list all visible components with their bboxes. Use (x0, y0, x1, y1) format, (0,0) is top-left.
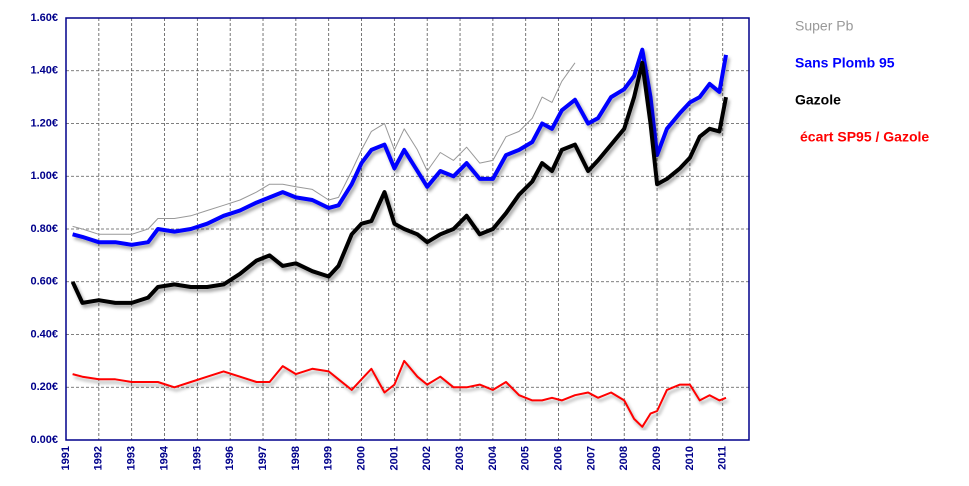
x-tick-label: 2010 (684, 446, 696, 470)
y-tick-label: 0.40€ (30, 328, 58, 340)
y-tick-label: 0.60€ (30, 276, 58, 288)
y-tick-label: 0.20€ (30, 381, 58, 393)
y-tick-label: 1.40€ (30, 65, 58, 77)
x-tick-label: 1993 (126, 446, 138, 470)
x-tick-label: 2006 (552, 446, 564, 470)
x-tick-label: 2009 (651, 446, 663, 470)
series-line (72, 47, 728, 247)
y-tick-label: 1.60€ (30, 12, 58, 24)
x-tick-label: 1995 (191, 446, 203, 470)
x-tick-label: 2004 (487, 445, 499, 470)
x-tick-label: 1991 (60, 446, 72, 470)
legend-entry: Gazole (795, 92, 841, 108)
y-tick-label: 1.00€ (30, 170, 58, 182)
series-line (72, 62, 576, 235)
x-tick-label: 2003 (454, 446, 466, 470)
y-tick-label: 0.00€ (30, 434, 58, 446)
x-tick-label: 2005 (520, 446, 532, 470)
x-tick-label: 1996 (224, 446, 236, 470)
x-tick-label: 1994 (158, 445, 170, 470)
series-line (70, 60, 728, 305)
plot-frame (65, 17, 750, 441)
x-tick-label: 1997 (257, 446, 269, 470)
legend-entry: Sans Plomb 95 (795, 55, 895, 71)
y-tick-label: 1.20€ (30, 117, 58, 129)
legend-entry: Super Pb (795, 18, 854, 34)
x-tick-label: 2000 (355, 446, 367, 470)
y-tick-label: 0.80€ (30, 223, 58, 235)
legend-entry: écart SP95 / Gazole (800, 129, 929, 145)
x-tick-label: 2011 (717, 446, 729, 470)
x-tick-label: 2001 (388, 446, 400, 470)
x-tick-label: 2002 (421, 446, 433, 470)
series-line (72, 359, 727, 428)
x-tick-label: 2007 (585, 446, 597, 470)
x-tick-label: 1992 (93, 446, 105, 470)
x-tick-label: 1999 (323, 446, 335, 470)
x-tick-label: 2008 (618, 446, 630, 470)
x-tick-label: 1998 (290, 446, 302, 470)
